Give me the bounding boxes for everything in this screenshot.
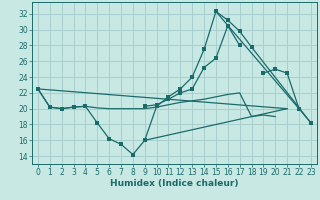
X-axis label: Humidex (Indice chaleur): Humidex (Indice chaleur) — [110, 179, 239, 188]
